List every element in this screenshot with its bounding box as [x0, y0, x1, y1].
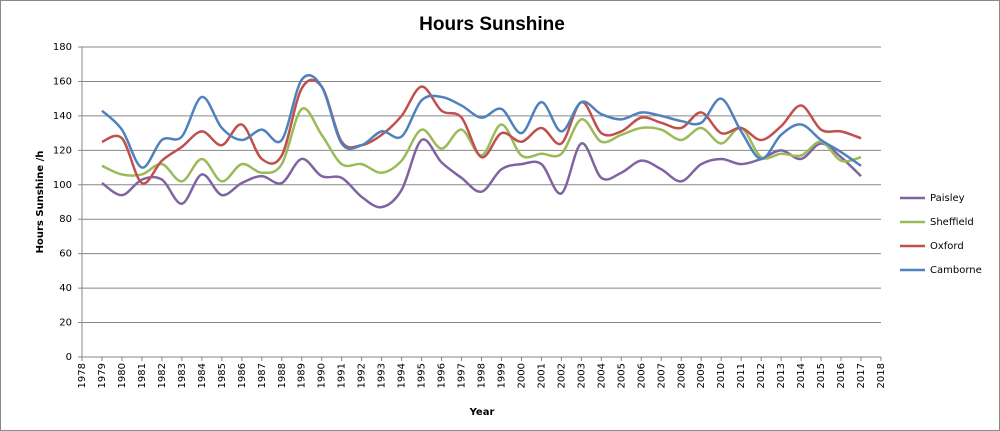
x-tick-label: 2002 [556, 363, 567, 388]
y-tick-label: 0 [66, 352, 72, 363]
x-tick-label: 1995 [417, 363, 428, 388]
x-tick-label: 1978 [77, 363, 88, 388]
x-tick-label: 1983 [177, 363, 188, 388]
legend-label: Paisley [930, 193, 965, 204]
chart-title: Hours Sunshine [419, 14, 565, 35]
series-line [101, 78, 862, 185]
x-tick-label: 2005 [616, 363, 627, 388]
x-tick-label: 1982 [157, 363, 168, 388]
x-tick-label: 2014 [796, 363, 807, 388]
x-tick-label: 1991 [337, 363, 348, 388]
x-tick-label: 2015 [816, 363, 827, 388]
series-line [101, 73, 862, 169]
x-tick-label: 1986 [237, 363, 248, 388]
legend-label: Oxford [930, 241, 964, 252]
x-tick-label: 1981 [137, 363, 148, 388]
x-tick-label: 1988 [277, 363, 288, 388]
y-tick-label: 20 [59, 318, 72, 329]
x-tick-label: 2011 [736, 363, 747, 388]
x-tick-label: 1987 [257, 363, 268, 388]
y-tick-label: 100 [53, 180, 72, 191]
x-tick-label: 1980 [117, 363, 128, 388]
x-tick-label: 2008 [676, 363, 687, 388]
x-tick-label: 2007 [656, 363, 667, 388]
x-tick-label: 2012 [756, 363, 767, 388]
x-tick-label: 1979 [97, 363, 108, 388]
x-tick-label: 2017 [856, 363, 867, 388]
x-tick-label: 2016 [836, 363, 847, 388]
x-tick-label: 2001 [536, 363, 547, 388]
x-tick-label: 1998 [477, 363, 488, 388]
x-tick-label: 2009 [696, 363, 707, 388]
x-tick-label: 2004 [596, 363, 607, 388]
x-tick-label: 2003 [576, 363, 587, 388]
x-tick-label: 1996 [437, 363, 448, 388]
y-tick-label: 60 [59, 249, 72, 260]
y-tick-label: 120 [53, 145, 72, 156]
x-tick-label: 1994 [397, 363, 408, 388]
legend-label: Sheffield [930, 217, 974, 228]
y-tick-label: 80 [59, 214, 72, 225]
x-tick-label: 2000 [516, 363, 527, 388]
legend-label: Camborne [930, 265, 982, 276]
x-axis-title: Year [469, 407, 495, 418]
x-tick-label: 1997 [457, 363, 468, 388]
x-tick-label: 2018 [876, 363, 887, 388]
y-tick-label: 160 [53, 76, 72, 87]
x-tick-label: 1985 [217, 363, 228, 388]
y-axis-title: Hours Sunshine /h [35, 151, 46, 254]
x-tick-label: 1992 [357, 363, 368, 388]
x-tick-label: 1984 [197, 363, 208, 388]
y-tick-label: 140 [53, 111, 72, 122]
series-line [101, 138, 862, 209]
x-tick-label: 2013 [776, 363, 787, 388]
x-tick-label: 1999 [496, 363, 507, 388]
y-tick-label: 40 [59, 283, 72, 294]
y-tick-label: 180 [53, 42, 72, 53]
x-tick-label: 2010 [716, 363, 727, 388]
x-tick-label: 1990 [317, 363, 328, 388]
x-tick-label: 2006 [636, 363, 647, 388]
x-tick-label: 1993 [377, 363, 388, 388]
x-tick-label: 1989 [297, 363, 308, 388]
